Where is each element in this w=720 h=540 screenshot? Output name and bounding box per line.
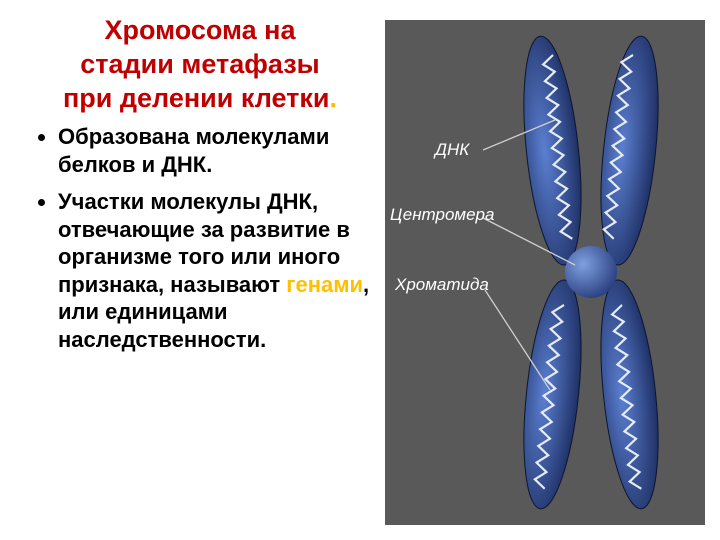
- centromere-icon: [565, 246, 617, 298]
- slide-title: Хромосома на стадии метафазы при делении…: [30, 14, 370, 115]
- title-line-2: стадии метафазы: [80, 49, 319, 79]
- text-column: Хромосома на стадии метафазы при делении…: [0, 0, 380, 540]
- bullet-item: Участки молекулы ДНК, отвечающие за разв…: [58, 188, 370, 353]
- title-line-1: Хромосома на: [104, 15, 295, 45]
- chromosome-svg: ДНК Центромера Хроматида: [385, 20, 705, 525]
- bullet-text: Образована молекулами белков и ДНК.: [58, 124, 329, 177]
- chromosome-diagram: ДНК Центромера Хроматида: [385, 20, 705, 525]
- title-period: .: [330, 83, 338, 113]
- title-line-3: при делении клетки: [63, 83, 330, 113]
- bullet-list: Образована молекулами белков и ДНК. Учас…: [30, 123, 370, 353]
- label-chromatid: Хроматида: [394, 275, 489, 294]
- label-dna: ДНК: [433, 140, 470, 159]
- label-centromere: Центромера: [390, 205, 494, 224]
- slide: Хромосома на стадии метафазы при делении…: [0, 0, 720, 540]
- bullet-highlight: генами: [286, 272, 363, 297]
- bullet-item: Образована молекулами белков и ДНК.: [58, 123, 370, 178]
